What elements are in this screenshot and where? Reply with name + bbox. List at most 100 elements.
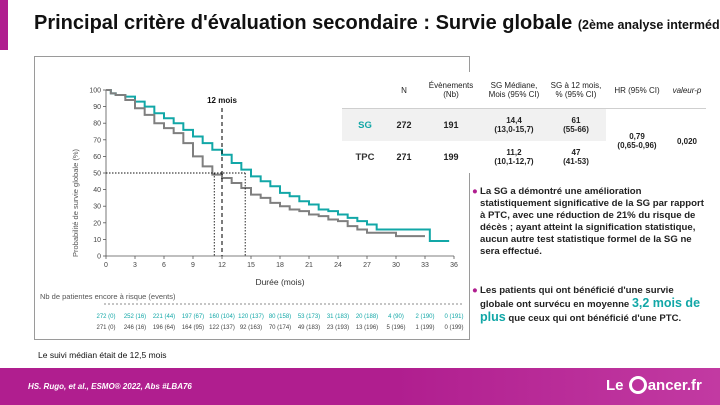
title-sub: (2ème analyse intermédiaire) xyxy=(577,18,720,32)
at-risk-sg-value: 197 (67) xyxy=(182,314,204,320)
at-risk-sg-value: 53 (173) xyxy=(298,314,320,320)
at-risk-tpc-value: 92 (163) xyxy=(240,325,262,331)
at-risk-tpc-value: 70 (174) xyxy=(269,325,291,331)
at-risk-sg-value: 0 (191) xyxy=(444,314,463,320)
footer-bar: HS. Rugo, et al., ESMO® 2022, Abs #LBA76… xyxy=(0,368,720,405)
bullet-dot-icon: ● xyxy=(472,285,478,296)
tick-labels-group: 0 3 6 9 12 15 18 21 24 27 30 33 36010203040506070809… xyxy=(89,88,458,270)
arm-label-tpc: TPC xyxy=(342,141,388,173)
curve-tpc xyxy=(106,89,425,238)
bullet-2-text-before: Les patients qui ont bénéficié d'une sur… xyxy=(480,285,674,310)
at-risk-tpc-value: 164 (95) xyxy=(182,325,204,331)
citation: HS. Rugo, et al., ESMO® 2022, Abs #LBA76 xyxy=(28,382,192,391)
bullet-1: ● La SG a démontré une amélioration stat… xyxy=(472,186,708,258)
cell-hr: 0,79 (0,65-0,96) xyxy=(606,108,668,173)
hr-ci: (0,65-0,96) xyxy=(617,141,657,150)
logo-text-right: ancer.fr xyxy=(647,377,702,394)
at-risk-sg-value: 272 (0) xyxy=(96,314,115,320)
annotations-group: 12 mois xyxy=(106,96,246,256)
cell-sg12-tpc: 47 (41-53) xyxy=(546,141,606,173)
y-tick-label: 0 xyxy=(97,254,101,261)
at-risk-sg-value: 160 (104) xyxy=(209,314,235,320)
header-cell xyxy=(342,72,388,109)
x-tick-label: 33 xyxy=(421,262,429,269)
at-risk-tpc-value: 0 (199) xyxy=(444,325,463,331)
cell-pvalue: 0,020 xyxy=(668,108,706,173)
at-risk-sg-value: 20 (188) xyxy=(356,314,378,320)
logo: Le ancer.fr xyxy=(606,376,702,394)
y-axis-label: Probabilité de survie globale (%) xyxy=(71,149,80,257)
x-tick-label: 36 xyxy=(450,262,458,269)
header-pvalue: valeur-p xyxy=(668,72,706,109)
header-hr: HR (95% CI) xyxy=(606,72,668,109)
at-risk-sg-value: 2 (190) xyxy=(415,314,434,320)
bullet-dot-icon: ● xyxy=(472,186,478,197)
x-tick-label: 15 xyxy=(247,262,255,269)
at-risk-sg-value: 252 (16) xyxy=(124,314,146,320)
logo-text-left: Le xyxy=(606,377,624,394)
x-axis-label: Durée (mois) xyxy=(255,277,304,287)
at-risk-tpc-value: 122 (137) xyxy=(209,325,235,331)
x-tick-label: 27 xyxy=(363,262,371,269)
header-sg12: SG à 12 mois, % (95% CI) xyxy=(546,72,606,109)
y-tick-label: 50 xyxy=(93,171,101,178)
y-tick-label: 10 xyxy=(93,237,101,244)
header-n: N xyxy=(388,72,420,109)
x-tick-label: 24 xyxy=(334,262,342,269)
logo-ring-icon xyxy=(628,376,647,394)
x-tick-label: 30 xyxy=(392,262,400,269)
at-risk-label: Nb de patientes encore à risque (events) xyxy=(40,292,176,301)
at-risk-sg-value: 31 (183) xyxy=(327,314,349,320)
median-tpc-value: 11,2 xyxy=(506,148,522,157)
cell-events-tpc: 199 xyxy=(420,141,482,173)
sg12-tpc-ci: (41-53) xyxy=(563,157,589,166)
at-risk-sg-value: 120 (137) xyxy=(238,314,264,320)
title-main: Principal critère d'évaluation secondair… xyxy=(34,12,573,34)
cell-median-tpc: 11,2 (10,1-12,7) xyxy=(482,141,546,173)
y-tick-label: 90 xyxy=(93,104,101,111)
at-risk-tpc-value: 13 (196) xyxy=(356,325,378,331)
cell-events-sg: 191 xyxy=(420,108,482,141)
sg12-sg-value: 61 xyxy=(571,116,581,125)
x-tick-label: 6 xyxy=(162,262,166,269)
y-tick-label: 40 xyxy=(93,187,101,194)
y-tick-label: 30 xyxy=(93,204,101,211)
stats-table: N Évènements (Nb) SG Médiane, Mois (95% … xyxy=(342,72,706,173)
median-sg-ci: (13,0-15,7) xyxy=(494,125,534,134)
x-tick-label: 18 xyxy=(276,262,284,269)
sg12-sg-ci: (55-66) xyxy=(563,125,589,134)
footnote: Le suivi médian était de 12,5 mois xyxy=(38,350,167,360)
top-bar xyxy=(0,0,720,6)
y-tick-label: 60 xyxy=(93,154,101,161)
curve-sg xyxy=(106,89,450,243)
slide-title: Principal critère d'évaluation secondair… xyxy=(34,12,720,35)
hr-value: 0,79 xyxy=(629,132,645,141)
y-tick-label: 70 xyxy=(93,137,101,144)
at-risk-sg-value: 4 (90) xyxy=(388,314,404,320)
y-tick-label: 80 xyxy=(93,121,101,128)
axes-group xyxy=(103,89,455,259)
bullet-2-highlight: 3,2 mois de plus xyxy=(480,296,701,324)
sg12-tpc-value: 47 xyxy=(571,148,581,157)
x-tick-label: 21 xyxy=(305,262,313,269)
stats-table-header: N Évènements (Nb) SG Médiane, Mois (95% … xyxy=(342,72,706,109)
at-risk-group: 272 (0) 252 (16) 221 (44) 197 (67) 160 (104)… xyxy=(96,314,463,331)
km-chart: 0 3 6 9 12 15 18 21 24 27 30 33 36010203040506070809… xyxy=(40,88,464,332)
stats-row-tpc: TPC 271 199 11,2 (10,1-12,7) 47 (41-53) xyxy=(342,141,706,173)
at-risk-sg-value: 221 (44) xyxy=(153,314,175,320)
cell-n-sg: 272 xyxy=(388,108,420,141)
title-accent-bar xyxy=(0,0,8,50)
x-tick-label: 3 xyxy=(133,262,137,269)
x-tick-label: 12 xyxy=(218,262,226,269)
at-risk-tpc-value: 271 (0) xyxy=(96,325,115,331)
at-risk-tpc-value: 1 (199) xyxy=(415,325,434,331)
stats-row-sg: SG 272 191 14,4 (13,0-15,7) 61 (55-66) 0,7… xyxy=(342,108,706,173)
at-risk-tpc-value: 49 (183) xyxy=(298,325,320,331)
bullet-2-text-after: que ceux qui ont bénéficié d'une PTC. xyxy=(505,313,682,324)
x-tick-label: 9 xyxy=(191,262,195,269)
header-median: SG Médiane, Mois (95% CI) xyxy=(482,72,546,109)
curves-group xyxy=(106,89,450,243)
bullet-1-text: La SG a démontré une amélioration statis… xyxy=(480,186,704,257)
header-events: Évènements (Nb) xyxy=(420,72,482,109)
cell-sg12-sg: 61 (55-66) xyxy=(546,108,606,141)
